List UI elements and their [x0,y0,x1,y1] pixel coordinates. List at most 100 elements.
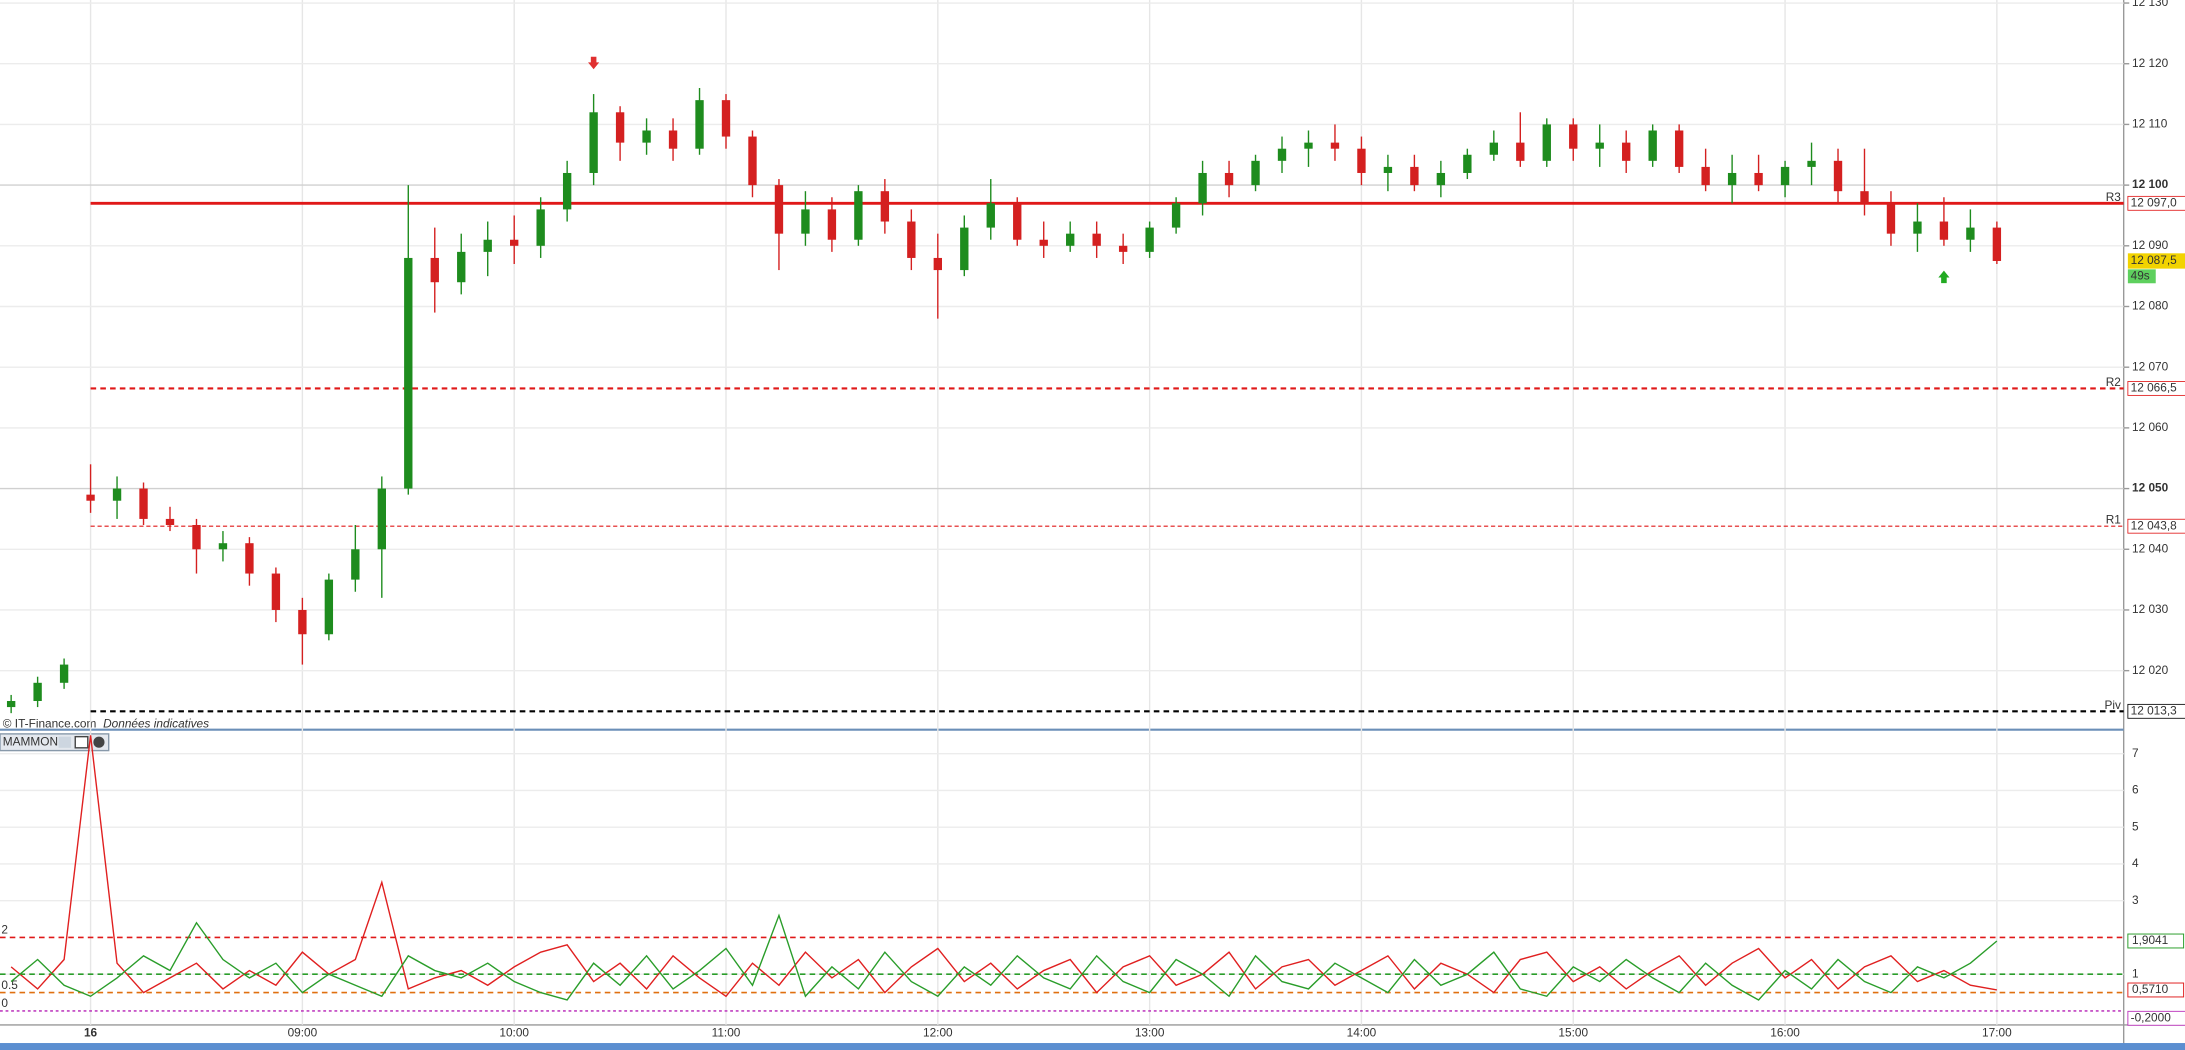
indicator-header[interactable]: MAMMON [0,733,110,752]
close-icon[interactable] [93,736,105,748]
candle-body [483,239,492,252]
candle-body [1251,160,1260,186]
signal-arrow [1938,270,1950,284]
window-icon[interactable] [74,735,89,749]
candle-body [1569,124,1578,149]
candle-body [377,488,386,550]
candle-body [1304,142,1313,149]
candle-body [1833,160,1843,192]
candle-body [748,136,757,186]
y-tick-label: 12 110 [2132,117,2168,131]
x-tick-label: 15:00 [1558,1025,1588,1039]
y-tick-label: 12 090 [2132,238,2169,252]
y-tick-label: 12 070 [2132,359,2169,373]
level-label: 12 066,5 [2131,381,2177,395]
candle-body [933,257,942,271]
candle-body [165,518,175,525]
candle-body [430,257,439,283]
candle-body [271,573,281,610]
candle-body [1330,142,1340,149]
last-value-label: 0,5710 [2132,982,2169,996]
candle-body [1622,142,1631,161]
level-box [2127,518,2185,534]
level-name: R1 [2106,513,2121,527]
last-value-box [2127,982,2185,998]
candle-body [562,172,572,210]
x-tick-label: 16 [84,1025,98,1039]
last-value-box [2127,933,2185,949]
last-price-box [2127,253,2185,269]
y-tick-label: 5 [2132,819,2139,833]
y-tick-label: 12 060 [2132,420,2169,434]
tool-icon[interactable] [58,736,72,748]
indicator-title: MAMMON [3,734,58,748]
signal-box [2127,1010,2185,1026]
candle-body [854,191,863,240]
y-tick-label: 4 [2132,856,2139,870]
timer-box [2127,269,2156,284]
candle-body [1145,227,1154,252]
x-tick-label: 09:00 [288,1025,318,1039]
candle-body [1066,233,1075,246]
candle-body [404,257,413,489]
y-tick-label: 3 [2132,893,2139,907]
candle-body [1807,160,1816,167]
candle-body [1860,191,1869,204]
note: Données indicatives [103,716,209,730]
x-tick-label: 16:00 [1770,1025,1800,1039]
level-label: 12 013,3 [2131,703,2177,717]
candle-body [1939,221,1949,240]
candle-body [960,227,969,271]
candle-body [1701,166,1710,186]
candle-body [986,203,995,228]
candle-body [245,543,254,574]
timer-label: 49s [2131,268,2150,282]
y-tick-label: 12 080 [2132,299,2169,313]
candle-body [139,488,148,519]
signal-arrow [588,56,600,70]
y-tick-label: 12 050 [2132,481,2169,495]
candle-body [1489,142,1499,155]
candle-body [668,130,678,149]
x-tick-label: 17:00 [1982,1025,2012,1039]
bottom-bar [0,1043,2185,1050]
level-box [2127,381,2185,396]
candle-body [298,609,307,635]
candle-body [1436,172,1446,186]
candle-body [1277,148,1287,161]
candle-body [1516,142,1525,161]
candle-body [642,130,651,143]
candle-body [1410,166,1419,186]
indicator-line [10,735,1998,998]
candle-body [1780,166,1790,186]
candle-body [33,682,42,702]
candle-body [218,543,228,550]
x-tick-label: 14:00 [1347,1025,1377,1039]
candle-body [1463,154,1472,173]
y-tick-label: 12 130 [2132,0,2169,9]
level-name: R3 [2106,190,2122,204]
y-tick-label: 1 [2132,966,2139,980]
candle-body [1357,148,1366,173]
candle-body [510,239,519,246]
indicator-line [10,913,1998,1001]
candle-body [351,549,360,580]
candle-body [86,494,95,501]
x-tick-label: 11:00 [712,1025,741,1039]
candle-body [615,112,625,143]
left-tick-label: 0.5 [1,978,18,992]
candle-body [1754,172,1763,186]
y-tick-label: 12 020 [2132,663,2169,677]
candle-body [457,251,466,283]
candle-body [59,664,69,683]
candle-body [1198,172,1207,204]
grid [0,0,2124,1025]
candle-body [1886,203,1896,234]
candle-body [907,221,916,258]
level-name: R2 [2106,375,2121,389]
candle-body [1992,227,2002,261]
